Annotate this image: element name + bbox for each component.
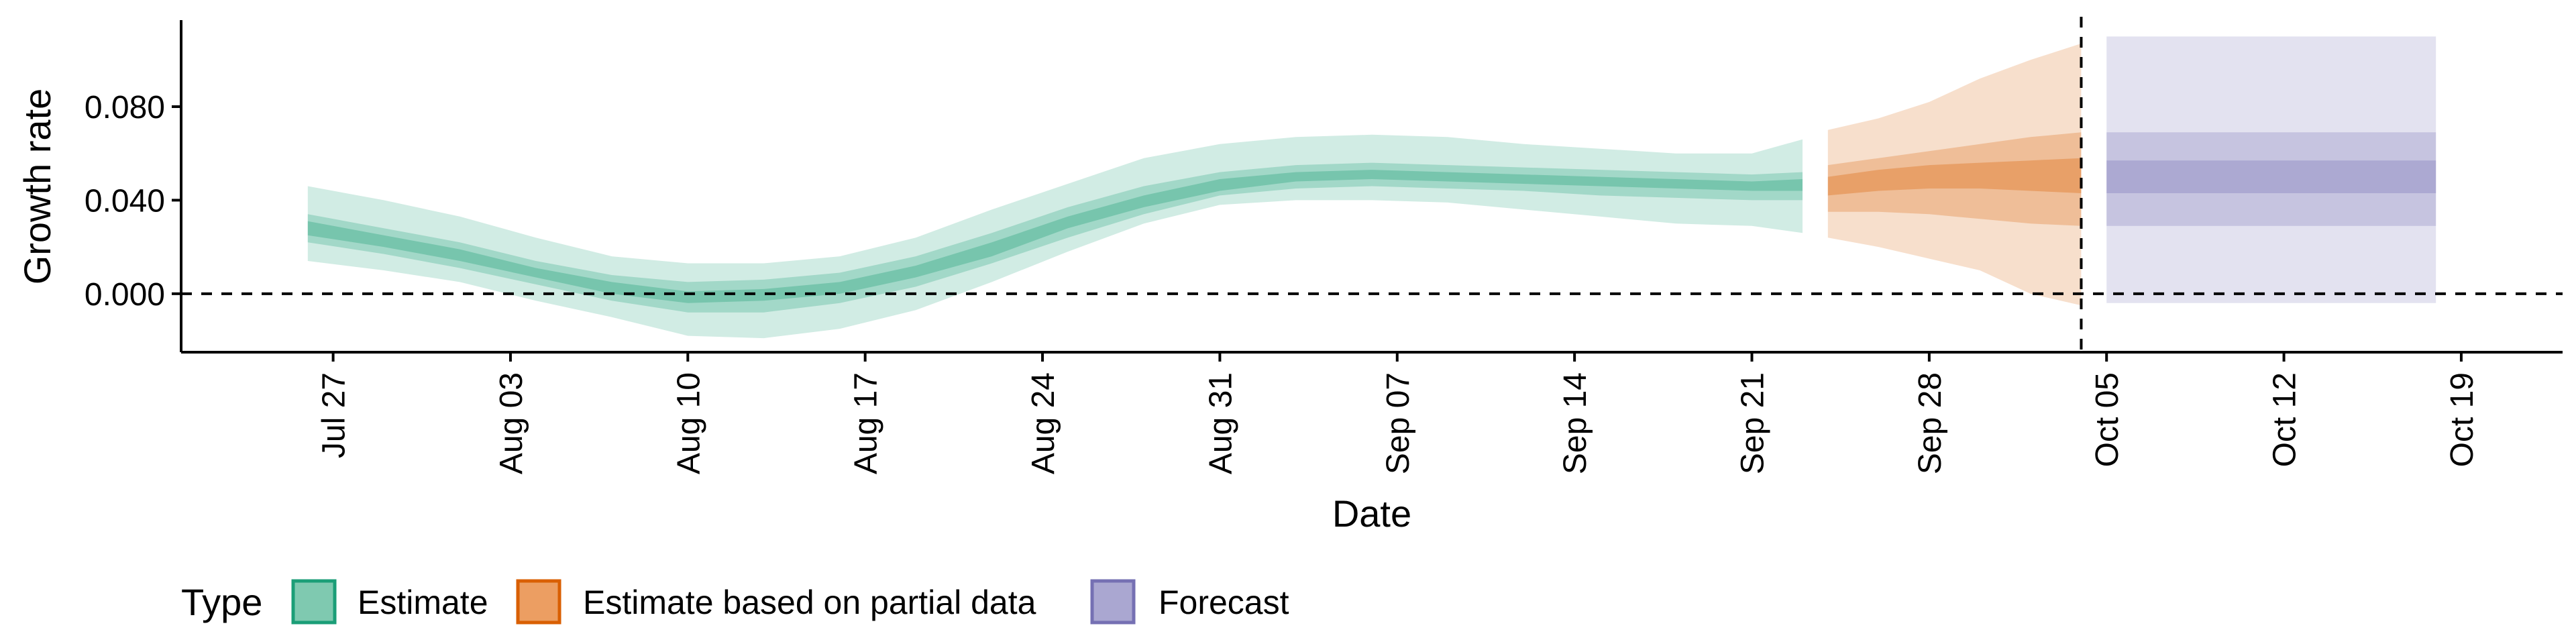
series-forecast xyxy=(2106,36,2436,303)
legend: Type Estimate Estimate based on partial … xyxy=(181,579,1289,625)
band-estimate-20 xyxy=(307,170,1803,303)
band-layer xyxy=(307,36,2436,339)
legend-key-partial xyxy=(516,579,561,625)
legend-title: Type xyxy=(181,581,262,623)
band-estimate-based-on-partial-data-20 xyxy=(1827,158,2082,196)
x-tick-label: Aug 17 xyxy=(849,372,884,474)
x-tick-label: Oct 12 xyxy=(2267,372,2303,467)
legend-key-forecast xyxy=(1090,579,1136,625)
legend-label-estimate: Estimate xyxy=(358,584,488,621)
x-tick-label: Sep 07 xyxy=(1381,372,1416,474)
band-forecast-50 xyxy=(2106,132,2436,226)
band-forecast-20 xyxy=(2106,160,2436,193)
x-tick-label: Aug 24 xyxy=(1026,372,1061,474)
series-estimate-based-on-partial-data xyxy=(1827,43,2082,306)
x-tick-label: Jul 27 xyxy=(317,372,352,458)
band-estimate-50 xyxy=(307,162,1803,313)
band-forecast-90 xyxy=(2106,36,2436,303)
y-ticks: 0.000 0.040 0.080 xyxy=(85,90,181,313)
x-tick-label: Aug 31 xyxy=(1203,372,1238,474)
x-axis-title: Date xyxy=(1332,492,1411,535)
band-estimate-based-on-partial-data-90 xyxy=(1827,43,2082,306)
x-tick-label: Sep 21 xyxy=(1735,372,1770,474)
legend-label-forecast: Forecast xyxy=(1159,584,1289,621)
x-tick-label: Sep 28 xyxy=(1913,372,1948,474)
axes xyxy=(180,20,2563,354)
reference-lines xyxy=(181,17,2563,352)
legend-key-estimate xyxy=(291,579,337,625)
x-ticks: Jul 27 Aug 03 Aug 10 Aug 17 Aug 24 Aug 31 Sep … xyxy=(317,352,2480,474)
band-estimate-based-on-partial-data-50 xyxy=(1827,132,2082,226)
x-tick-label: Oct 05 xyxy=(2090,372,2125,467)
x-tick-label: Aug 10 xyxy=(671,372,706,474)
x-tick-label: Oct 19 xyxy=(2445,372,2480,467)
y-tick-label: 0.080 xyxy=(85,90,165,125)
series-estimate xyxy=(307,134,1803,339)
x-tick-label: Sep 14 xyxy=(1558,372,1593,474)
y-axis-title: Growth rate xyxy=(16,89,58,285)
x-tick-label: Aug 03 xyxy=(494,372,529,474)
band-estimate-90 xyxy=(307,134,1803,339)
legend-label-partial: Estimate based on partial data xyxy=(583,584,1036,621)
y-tick-label: 0.040 xyxy=(85,183,165,219)
y-tick-label: 0.000 xyxy=(85,277,165,313)
